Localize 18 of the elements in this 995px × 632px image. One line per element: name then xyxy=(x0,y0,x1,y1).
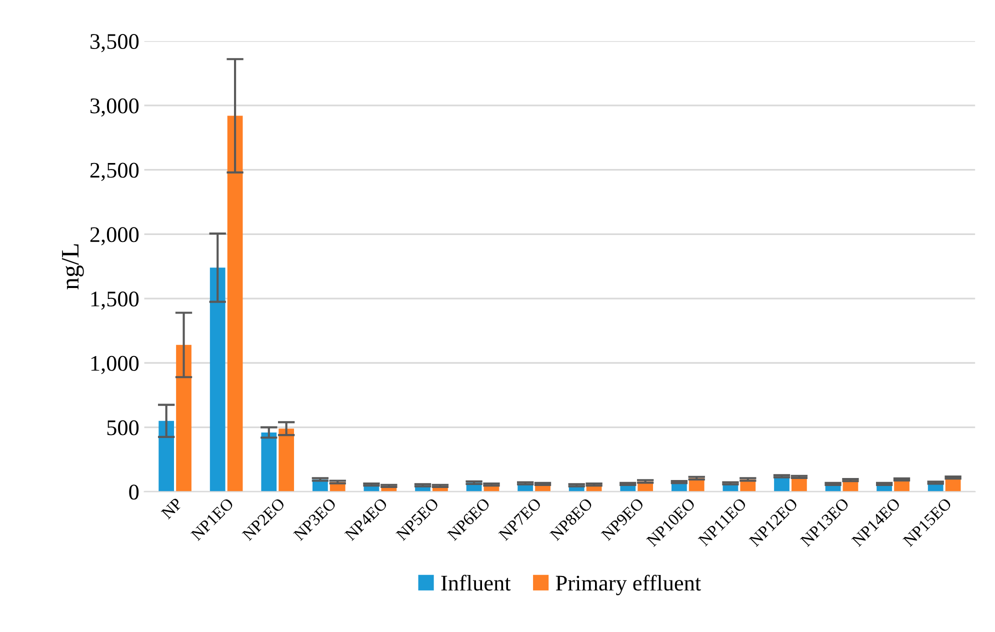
y-tick-label: 2,000 xyxy=(90,227,139,246)
y-tick-label: 3,000 xyxy=(90,98,139,117)
bar xyxy=(261,432,277,492)
y-tick-label: 2,500 xyxy=(90,162,139,181)
legend-label: Influent xyxy=(441,574,511,591)
bar xyxy=(210,268,226,492)
y-axis-title: ng/L xyxy=(62,244,84,290)
y-tick-label: 500 xyxy=(107,420,139,436)
y-tick-label: 1,000 xyxy=(91,356,139,374)
x-tick-label: NP xyxy=(160,497,183,520)
bar xyxy=(158,420,174,492)
y-tick-label: 3,500 xyxy=(90,34,139,52)
bar xyxy=(176,344,192,492)
bar xyxy=(227,116,243,492)
bar xyxy=(278,428,294,492)
legend-label: Primary effluent xyxy=(556,574,701,596)
y-tick-label: 0 xyxy=(129,484,139,500)
y-tick-label: 1,500 xyxy=(91,292,139,310)
